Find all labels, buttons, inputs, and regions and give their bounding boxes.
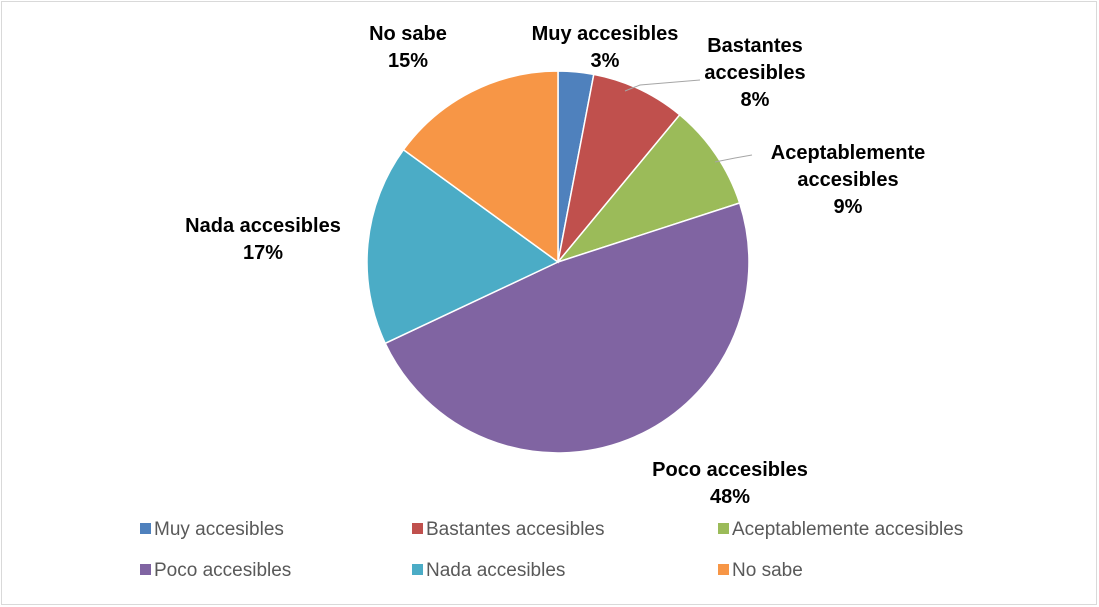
legend-swatch	[718, 523, 729, 534]
data-label-bastantes-accesibles: Bastantes accesibles 8%	[704, 35, 805, 111]
legend-label: No sabe	[732, 560, 803, 581]
pie-slice-bastantes-accesibles	[557, 73, 681, 263]
legend-item-nada-accesibles: Nada accesibles	[412, 560, 565, 581]
legend-item-muy-accesibles: Muy accesibles	[140, 519, 284, 540]
leader-line-bastantes-accesibles	[624, 79, 701, 92]
legend-label: Nada accesibles	[426, 560, 565, 581]
legend-item-aceptablemente-accesibles: Aceptablemente accesibles	[718, 519, 963, 540]
leader-line-aceptablemente-accesibles	[714, 154, 753, 163]
legend-swatch	[140, 523, 151, 534]
data-label-aceptablemente-accesibles: Aceptablemente accesibles 9%	[771, 142, 926, 218]
pie-slice-nada-accesibles	[366, 148, 560, 345]
legend-swatch	[412, 564, 423, 575]
legend-label: Muy accesibles	[154, 519, 284, 540]
legend-item-no-sabe: No sabe	[718, 560, 803, 581]
legend-label: Poco accesibles	[154, 560, 291, 581]
legend-item-poco-accesibles: Poco accesibles	[140, 560, 291, 581]
pie-slice-no-sabe	[402, 70, 559, 264]
legend-swatch	[412, 523, 423, 534]
legend-swatch	[140, 564, 151, 575]
pie-slice-aceptablemente-accesibles	[555, 113, 741, 264]
legend-item-bastantes-accesibles: Bastantes accesibles	[412, 519, 605, 540]
legend-label: Bastantes accesibles	[426, 519, 605, 540]
legend-label: Aceptablemente accesibles	[732, 519, 963, 540]
data-label-nada-accesibles: Nada accesibles 17%	[185, 215, 341, 264]
pie-slice-poco-accesibles	[384, 202, 750, 454]
data-label-poco-accesibles: Poco accesibles 48%	[652, 459, 808, 508]
data-label-muy-accesibles: Muy accesibles 3%	[532, 23, 679, 72]
legend-swatch	[718, 564, 729, 575]
data-label-no-sabe: No sabe 15%	[369, 23, 447, 72]
